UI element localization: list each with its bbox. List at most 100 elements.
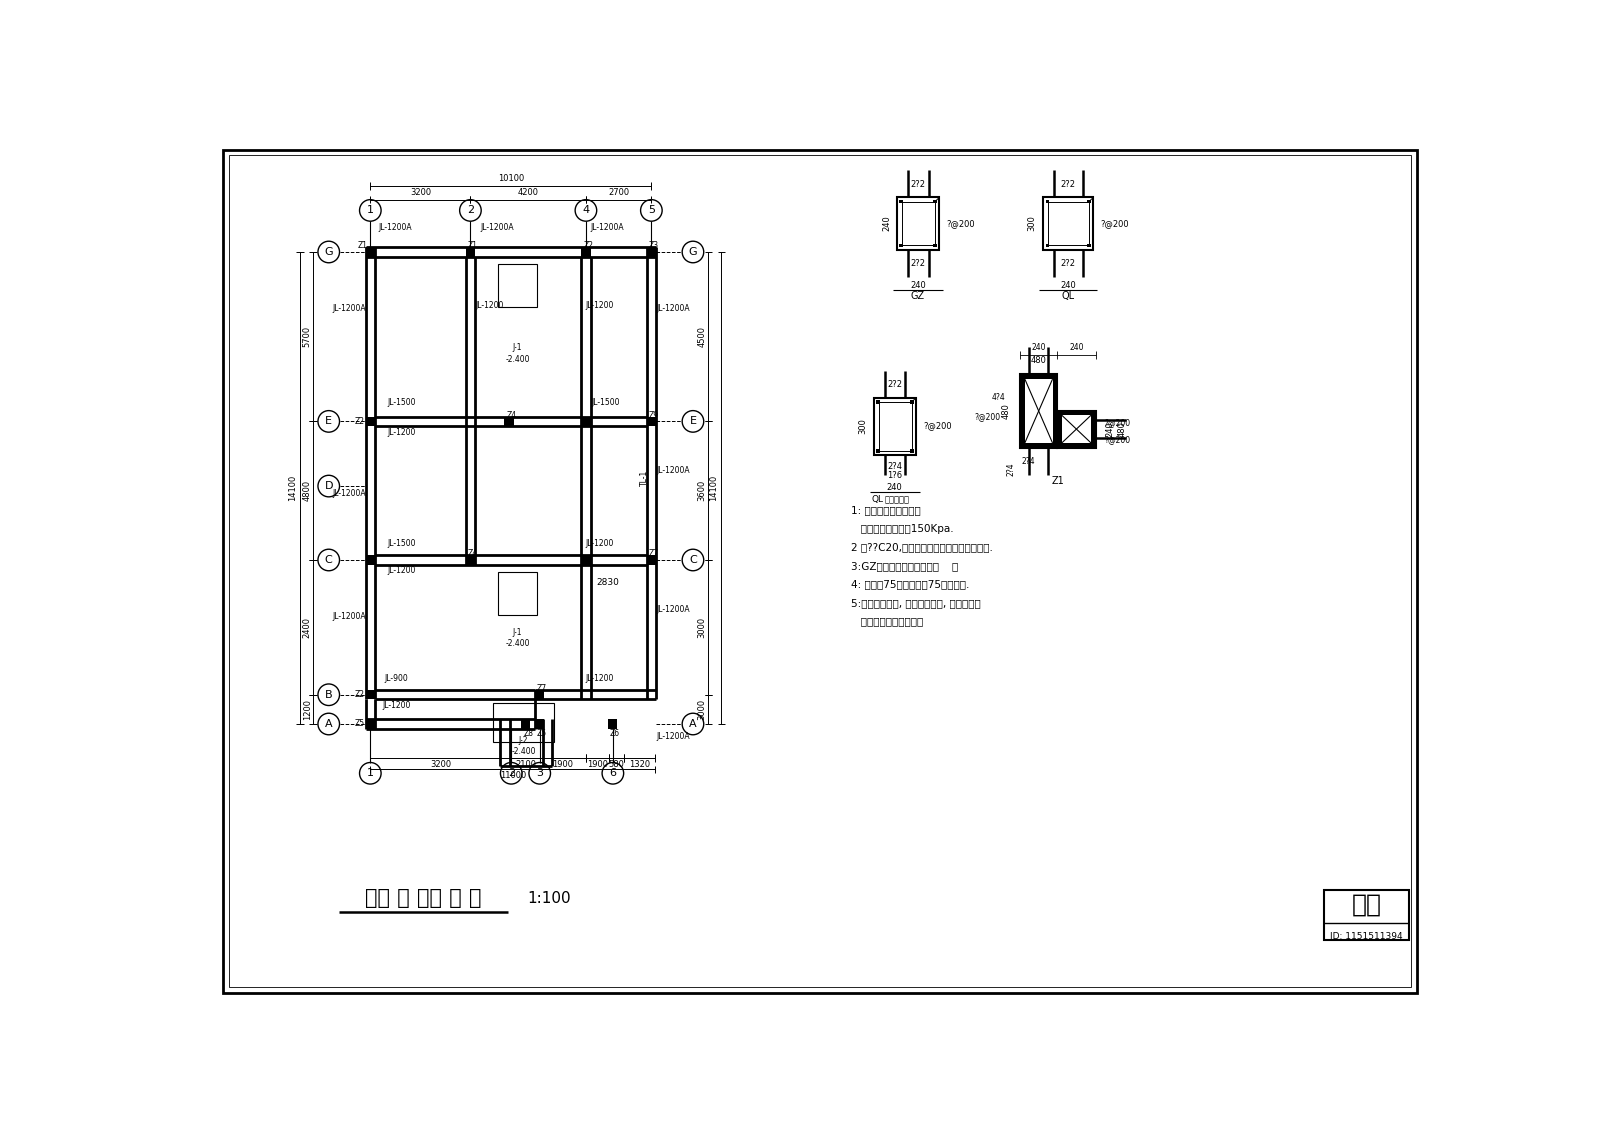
Text: 240: 240: [886, 483, 902, 492]
Text: ID: 1151511394: ID: 1151511394: [1330, 932, 1403, 941]
Text: JL-1200A: JL-1200A: [656, 732, 690, 741]
Text: -2.400: -2.400: [506, 354, 530, 363]
Text: JL-1500: JL-1500: [387, 398, 416, 407]
Text: 4500: 4500: [698, 326, 707, 347]
Bar: [1046, 243, 1050, 248]
Text: Z7: Z7: [648, 550, 659, 559]
Text: JL-1200A: JL-1200A: [331, 613, 365, 621]
Bar: [874, 397, 917, 456]
Text: 2400: 2400: [302, 616, 312, 638]
Text: 240: 240: [883, 216, 891, 232]
Text: 3600: 3600: [698, 480, 707, 501]
Text: 480: 480: [1118, 421, 1126, 437]
Bar: [1021, 374, 1058, 448]
Text: Z1: Z1: [358, 241, 368, 250]
Text: 再调整基础埋置深度。: 再调整基础埋置深度。: [851, 616, 923, 627]
Text: 300: 300: [858, 418, 867, 434]
Text: 14100: 14100: [288, 475, 298, 501]
Bar: [1043, 197, 1093, 250]
Text: ?@200: ?@200: [947, 219, 976, 228]
Text: 1200: 1200: [302, 699, 312, 719]
Text: 2?4: 2?4: [886, 461, 902, 470]
Text: E: E: [325, 416, 333, 426]
Text: JL-1200A: JL-1200A: [331, 490, 365, 499]
Text: G: G: [325, 247, 333, 257]
Text: 300: 300: [1027, 216, 1037, 232]
Text: 1900: 1900: [552, 760, 573, 769]
Text: （洞口处）: （洞口处）: [885, 495, 909, 504]
Text: J-1: J-1: [512, 343, 522, 352]
Text: 2100: 2100: [515, 760, 536, 769]
Text: 1320: 1320: [629, 760, 650, 769]
Bar: [498, 572, 536, 614]
Text: JL-1500: JL-1500: [387, 539, 416, 549]
Text: QL: QL: [1061, 291, 1075, 301]
Text: Z3: Z3: [648, 241, 659, 250]
Text: 1900: 1900: [587, 760, 608, 769]
Text: 2700: 2700: [608, 188, 629, 197]
Text: 1: 1: [366, 768, 374, 778]
Bar: [366, 719, 374, 728]
Text: A: A: [690, 719, 696, 729]
Text: 3: 3: [536, 768, 544, 778]
Text: 580: 580: [608, 760, 624, 769]
Text: 4200: 4200: [518, 188, 539, 197]
Text: 2?4: 2?4: [1021, 457, 1035, 466]
Text: 240: 240: [1061, 280, 1075, 290]
Text: B: B: [325, 690, 333, 700]
Bar: [910, 400, 914, 404]
Text: 480: 480: [1030, 356, 1046, 365]
Bar: [498, 265, 536, 307]
Bar: [1086, 243, 1091, 248]
Text: Z8: Z8: [523, 728, 533, 737]
Text: JL-1200A: JL-1200A: [656, 605, 690, 614]
Text: QL: QL: [872, 495, 883, 504]
Text: 其承载力标准值为150Kpa.: 其承载力标准值为150Kpa.: [851, 524, 954, 534]
Text: JL-1200A: JL-1200A: [590, 223, 624, 232]
Bar: [878, 403, 912, 450]
Text: 1: 基础持力层为圆砾层: 1: 基础持力层为圆砾层: [851, 506, 920, 516]
Text: 5:开挖至老土层, 通知设计人员, 现场察看后: 5:开挖至老土层, 通知设计人员, 现场察看后: [851, 597, 981, 607]
Text: 3200: 3200: [430, 760, 451, 769]
Bar: [366, 416, 374, 426]
Text: JL-1200: JL-1200: [586, 674, 614, 683]
Bar: [898, 197, 939, 250]
Bar: [534, 719, 544, 728]
Text: 2: 2: [507, 768, 515, 778]
Text: 2: 2: [467, 206, 474, 215]
Text: ?@200: ?@200: [1104, 417, 1130, 426]
Text: 6: 6: [610, 768, 616, 778]
Bar: [522, 719, 531, 728]
Text: Z2: Z2: [355, 417, 365, 426]
Text: C: C: [325, 555, 333, 566]
Text: 240: 240: [910, 280, 926, 290]
Bar: [504, 416, 514, 426]
Text: JL-1500: JL-1500: [590, 398, 619, 407]
Bar: [581, 555, 590, 564]
Bar: [1046, 200, 1050, 204]
Text: Z2: Z2: [584, 241, 594, 250]
Text: D: D: [325, 481, 333, 491]
Text: JL-1200: JL-1200: [475, 301, 504, 310]
Text: JL-1200: JL-1200: [387, 567, 416, 576]
Bar: [1086, 200, 1091, 204]
Bar: [466, 555, 475, 564]
Text: JL-1200A: JL-1200A: [656, 466, 690, 475]
Text: 480: 480: [1002, 403, 1011, 418]
Bar: [899, 243, 902, 248]
Bar: [493, 703, 554, 742]
Bar: [1021, 374, 1058, 448]
Text: 基础 平 面布 置 图: 基础 平 面布 置 图: [365, 888, 482, 908]
Bar: [581, 248, 590, 257]
Text: 2830: 2830: [597, 578, 619, 587]
Text: 2?2: 2?2: [886, 380, 902, 389]
Text: -2.400: -2.400: [506, 639, 530, 648]
Text: 4: 4: [582, 206, 589, 215]
Text: JL-1200A: JL-1200A: [378, 223, 411, 232]
Bar: [534, 690, 544, 699]
Text: 1:100: 1:100: [528, 890, 571, 906]
Text: 2?4: 2?4: [1006, 463, 1016, 476]
Text: 10100: 10100: [498, 174, 523, 183]
Text: Z1: Z1: [1051, 476, 1064, 486]
Text: 3:GZ埋设按建筑图所示埋置    。: 3:GZ埋设按建筑图所示埋置 。: [851, 561, 958, 571]
